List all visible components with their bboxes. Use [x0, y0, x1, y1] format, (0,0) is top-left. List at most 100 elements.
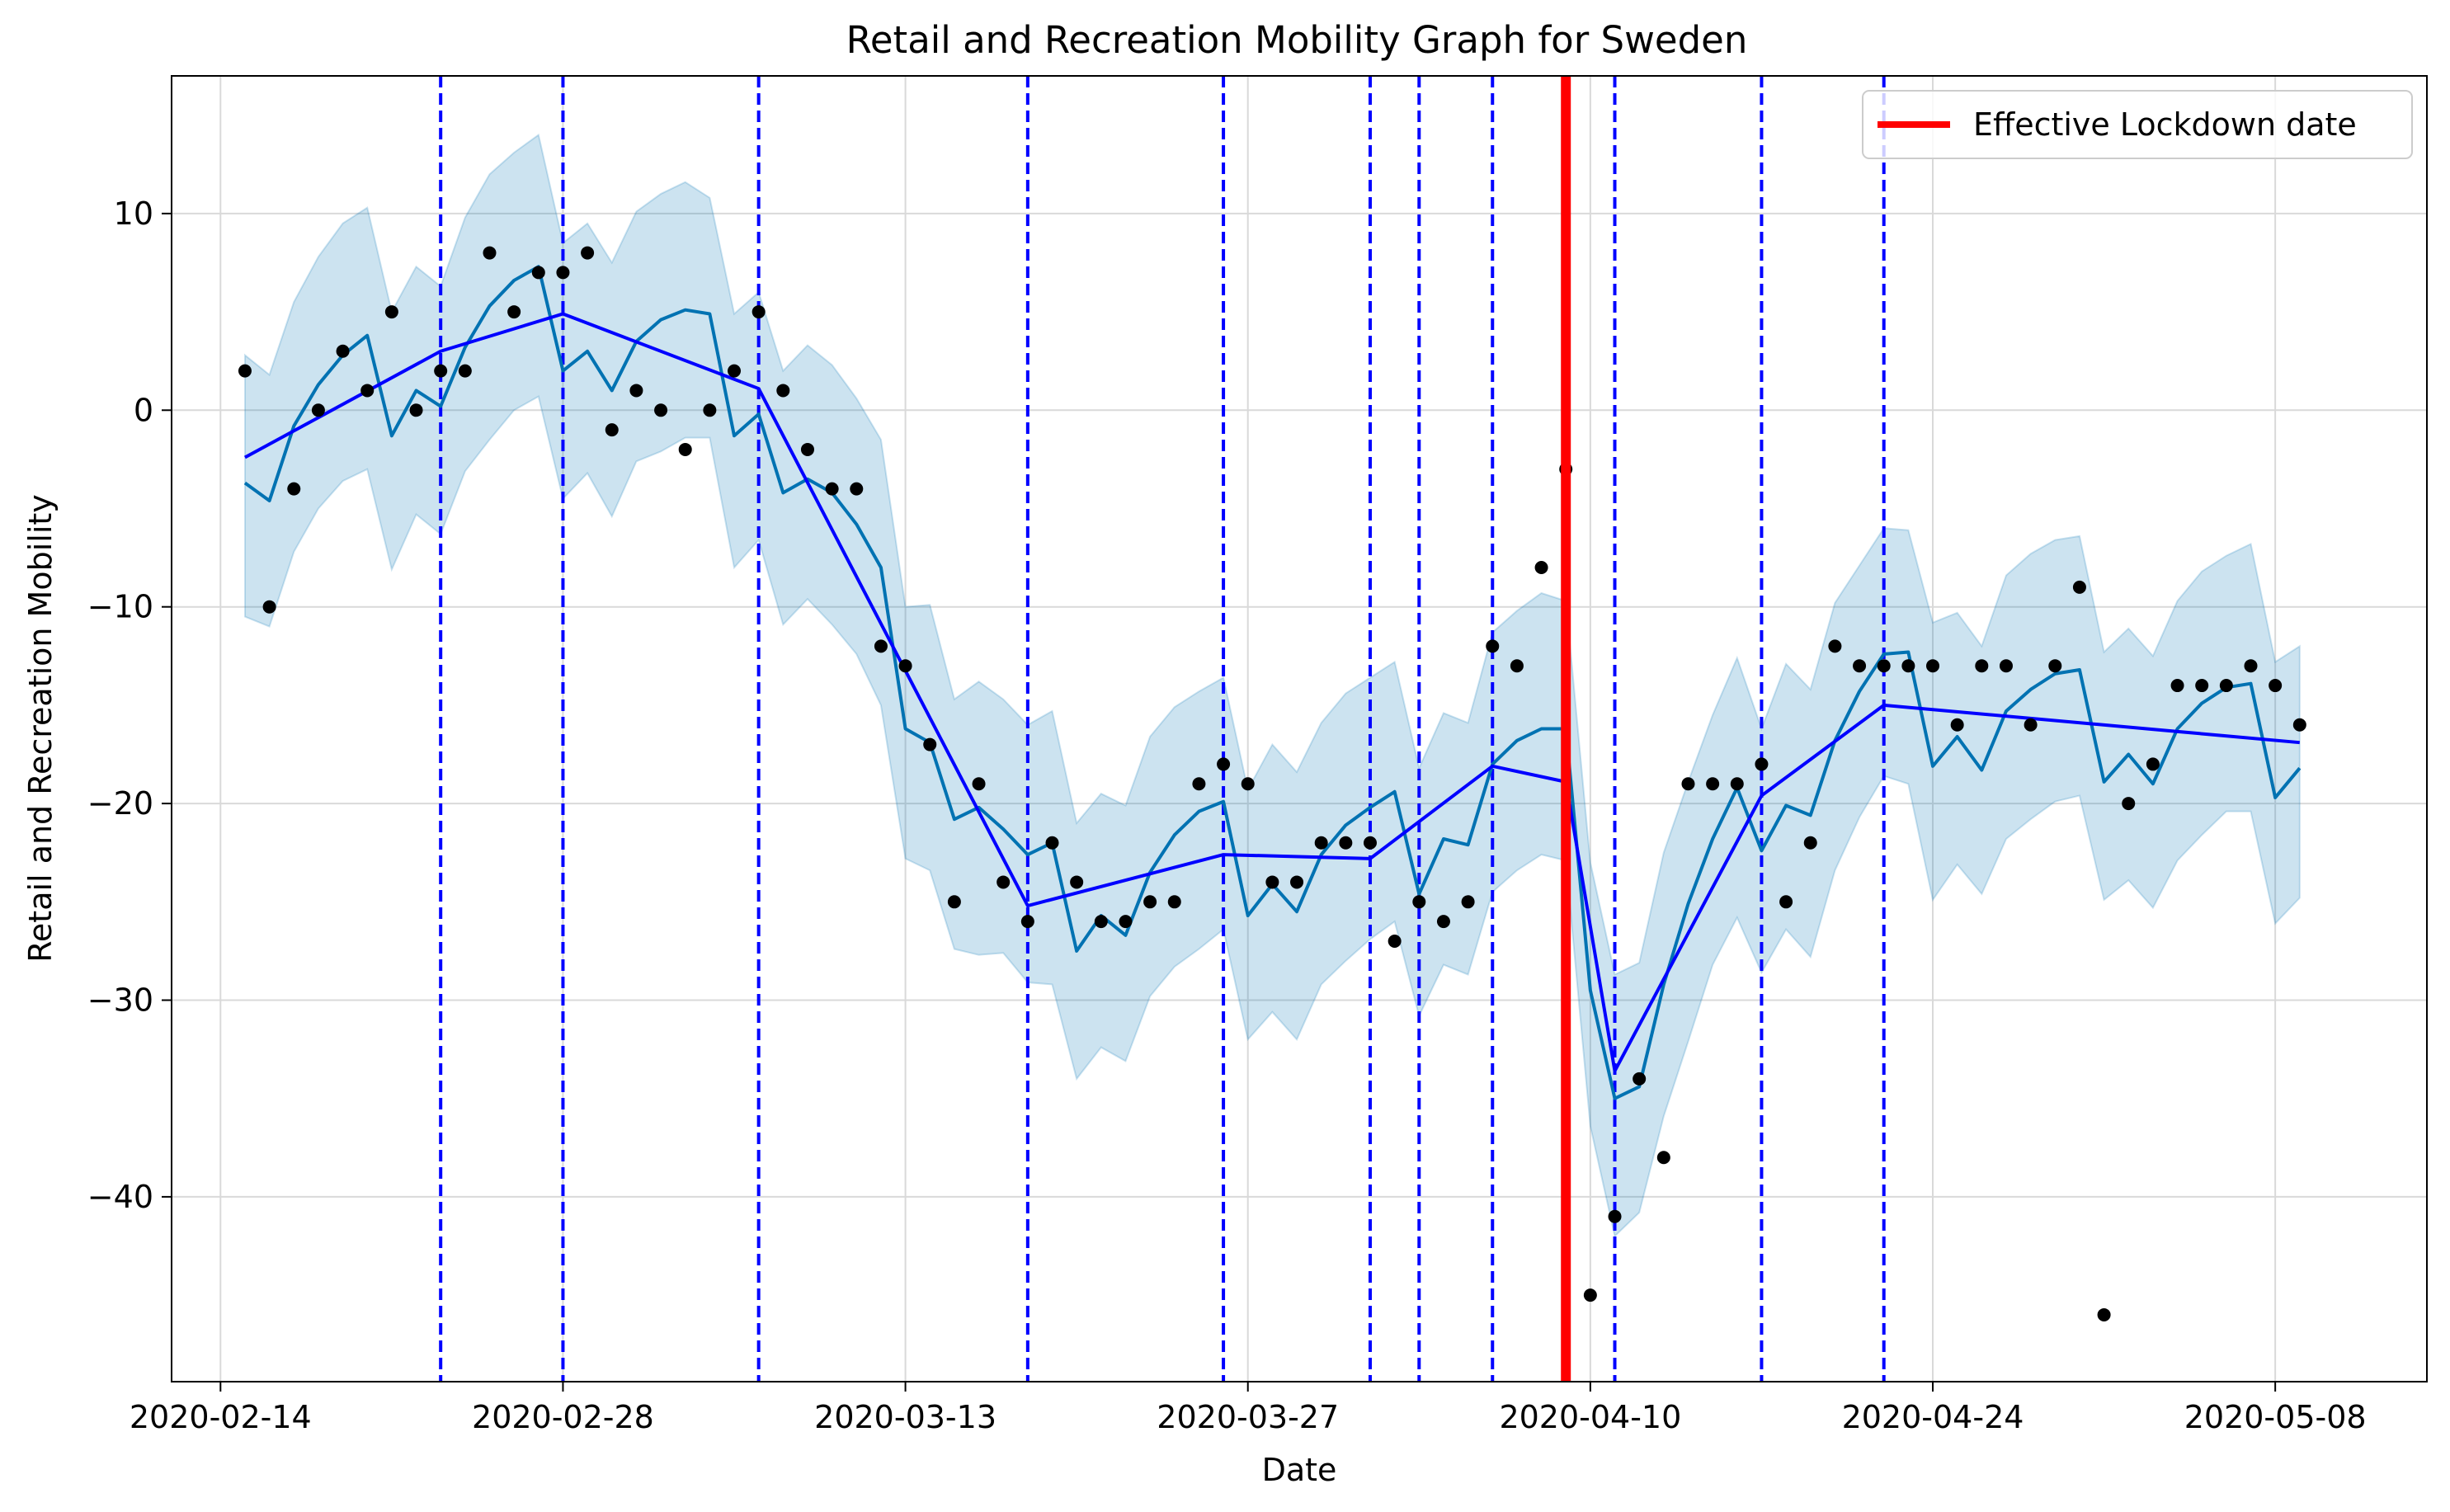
plot-area: [171, 75, 2428, 1382]
observed-point: [678, 442, 692, 456]
observed-point: [483, 246, 497, 260]
observed-point: [1926, 659, 1940, 673]
observed-point: [434, 364, 448, 378]
x-tick-label: 2020-03-13: [814, 1399, 996, 1435]
trend-line: [244, 312, 2300, 1073]
observed-point: [972, 777, 986, 791]
observed-point: [800, 442, 814, 456]
observed-point: [703, 403, 717, 417]
observed-point: [1681, 777, 1695, 791]
observed-point: [1901, 659, 1915, 673]
y-tick-label: −20: [87, 785, 153, 822]
observed-point: [2219, 679, 2233, 693]
x-tick-label: 2020-04-10: [1499, 1399, 1681, 1435]
observed-point: [531, 266, 545, 280]
x-axis-title: Date: [1262, 1452, 1337, 1488]
observed-point: [262, 600, 276, 614]
y-axis-ticks: 10 0 −10 −20 −30 −40: [87, 195, 172, 1215]
observed-point: [1217, 757, 1231, 771]
observed-point: [1706, 777, 1720, 791]
observed-point: [1339, 836, 1353, 850]
observed-point: [996, 875, 1011, 889]
legend-box: [1862, 90, 2413, 159]
observed-point: [1730, 777, 1744, 791]
plot-frame: [171, 75, 2428, 1382]
observed-point: [1510, 659, 1524, 673]
changepoint-layer: [439, 76, 1886, 1382]
observed-point: [751, 305, 766, 319]
y-axis-title: Retail and Recreation Mobility: [22, 494, 59, 963]
observed-point: [458, 364, 472, 378]
observed-point: [605, 423, 619, 437]
observed-point: [2292, 718, 2306, 732]
observed-point: [728, 364, 742, 378]
observed-point: [1167, 895, 1181, 909]
plot-background: [172, 76, 2427, 1382]
x-axis-ticks: 2020-02-14 2020-02-28 2020-03-13 2020-03-27…: [130, 1382, 2367, 1435]
observed-point: [1020, 915, 1034, 929]
observed-point: [2048, 659, 2062, 673]
observed-point: [874, 639, 888, 653]
legend-lockdown-label: Effective Lockdown date: [1973, 106, 2357, 143]
observed-point: [1608, 1209, 1622, 1223]
observed-point: [1656, 1151, 1670, 1165]
observed-point: [1070, 875, 1084, 889]
x-tick-label: 2020-05-08: [2184, 1399, 2367, 1435]
x-tick-label: 2020-03-27: [1157, 1399, 1339, 1435]
observed-point: [2024, 718, 2038, 732]
observed-point: [2146, 757, 2160, 771]
observed-point: [1119, 915, 1133, 929]
observed-point: [1828, 639, 1842, 653]
observed-point: [1534, 561, 1548, 575]
observed-point: [1363, 836, 1377, 850]
observed-point: [629, 384, 643, 398]
observed-point: [1241, 777, 1255, 791]
observed-point: [1877, 659, 1891, 673]
observed-point: [336, 344, 350, 358]
x-tick-label: 2020-02-28: [472, 1399, 654, 1435]
observed-point: [2097, 1307, 2111, 1321]
trend-layer: [244, 312, 2300, 1073]
observed-point: [2269, 679, 2283, 693]
observed-point: [581, 246, 595, 260]
observed-point: [1314, 836, 1328, 850]
x-tick-label: 2020-02-14: [130, 1399, 312, 1435]
observed-point: [1583, 1288, 1597, 1302]
y-tick-label: −40: [87, 1179, 153, 1215]
observed-point: [1486, 639, 1500, 653]
observed-point: [1412, 895, 1426, 909]
y-tick-label: 10: [114, 195, 153, 232]
observed-point: [1094, 915, 1108, 929]
grid-layer: [172, 76, 2427, 1382]
observed-point: [1853, 659, 1867, 673]
observed-point: [409, 403, 423, 417]
observed-point: [2195, 679, 2209, 693]
observed-point: [2170, 679, 2184, 693]
observed-point: [1950, 718, 1964, 732]
observed-point: [1999, 659, 2013, 673]
observed-point: [360, 384, 375, 398]
observed-point: [1633, 1072, 1647, 1086]
observed-point: [1755, 757, 1769, 771]
observed-point: [556, 266, 570, 280]
observed-point: [1045, 836, 1059, 850]
observed-point: [776, 384, 790, 398]
observed-point: [1143, 895, 1157, 909]
y-tick-label: 0: [134, 392, 153, 428]
observed-points-layer: [238, 246, 2306, 1321]
chart-title: Retail and Recreation Mobility Graph for…: [846, 18, 1748, 62]
observed-point: [1388, 934, 1402, 948]
observed-point: [1436, 915, 1450, 929]
y-tick-label: −30: [87, 982, 153, 1018]
observed-point: [1779, 895, 1793, 909]
observed-point: [384, 305, 398, 319]
x-tick-label: 2020-04-24: [1842, 1399, 2024, 1435]
observed-point: [1975, 659, 1989, 673]
observed-point: [898, 659, 912, 673]
observed-point: [1290, 875, 1304, 889]
observed-point: [2244, 659, 2258, 673]
observed-point: [238, 364, 252, 378]
observed-point: [850, 482, 864, 496]
observed-point: [287, 482, 301, 496]
